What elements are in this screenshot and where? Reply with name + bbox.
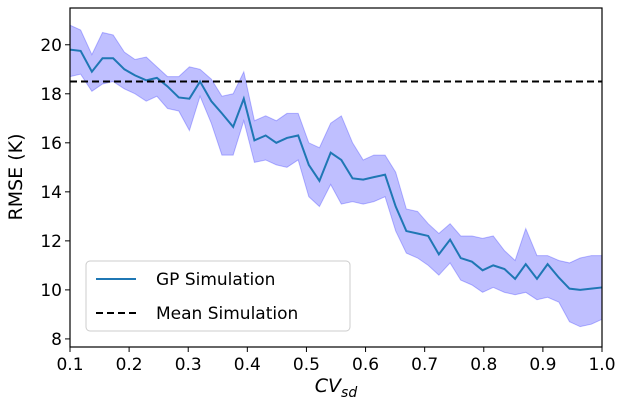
y-axis-label: RMSE (K) xyxy=(5,134,27,221)
x-tick-label: 0.7 xyxy=(411,355,438,375)
plot-frame xyxy=(69,7,603,348)
y-tick-label: 16 xyxy=(40,134,62,154)
x-label-main: CV xyxy=(315,375,343,397)
legend-label: Mean Simulation xyxy=(156,304,298,324)
y-tick-label: 14 xyxy=(40,183,62,203)
x-tick-label: 0.3 xyxy=(175,355,202,375)
y-tick-label: 12 xyxy=(40,232,62,252)
x-tick-label: 0.4 xyxy=(234,355,261,375)
y-tick-label: 10 xyxy=(40,281,62,301)
x-tick-label: 1.0 xyxy=(588,355,615,375)
legend-label: GP Simulation xyxy=(156,270,275,290)
y-tick-label: 18 xyxy=(40,85,62,105)
legend-box xyxy=(85,260,351,332)
y-tick-label: 20 xyxy=(40,36,62,56)
line xyxy=(69,48,603,291)
x-tick-label: 0.1 xyxy=(56,355,83,375)
x-tick-label: 0.2 xyxy=(116,355,143,375)
x-tick-label: 0.9 xyxy=(529,355,556,375)
x-axis-label: CVsd xyxy=(315,375,358,401)
x-tick-label: 0.5 xyxy=(293,355,320,375)
x-label-sub: sd xyxy=(341,385,357,401)
y-tick-label: 8 xyxy=(51,330,62,350)
x-tick-label: 0.8 xyxy=(470,355,497,375)
x-tick-label: 0.6 xyxy=(352,355,379,375)
